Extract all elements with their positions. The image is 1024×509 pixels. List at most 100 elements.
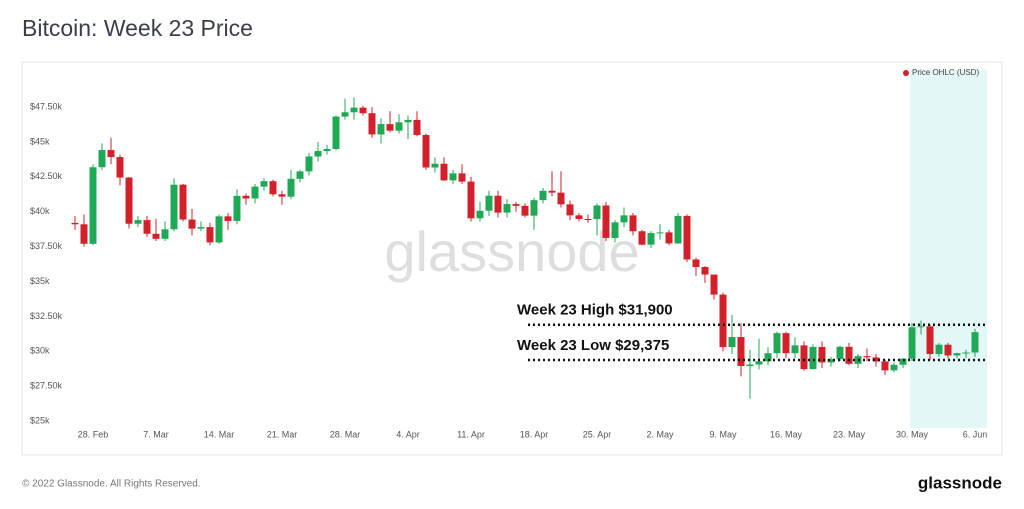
candle-body	[116, 157, 124, 178]
annotation-label: Week 23 High $31,900	[517, 302, 673, 319]
candle-body	[341, 112, 349, 117]
candle-body	[665, 232, 673, 244]
candle-body	[863, 356, 871, 358]
candle-body	[404, 119, 412, 123]
candle-body	[89, 167, 97, 244]
candle-body	[611, 222, 619, 238]
candle-body	[179, 184, 187, 220]
candle-body	[701, 266, 709, 275]
candle-body	[197, 227, 205, 229]
candle-body	[836, 346, 844, 360]
chart-title: Bitcoin: Week 23 Price	[22, 15, 253, 41]
candle-body	[224, 216, 232, 221]
candle-body	[314, 151, 322, 157]
candle-body	[395, 122, 403, 131]
y-tick-label: $40k	[30, 206, 50, 216]
candle-body	[710, 274, 718, 295]
x-tick-label: 28. Feb	[78, 429, 109, 439]
candle-body	[467, 181, 475, 219]
candle-body	[773, 333, 781, 354]
x-tick-label: 7. Mar	[143, 429, 169, 439]
candle-body	[431, 163, 439, 168]
candle-body	[386, 124, 394, 131]
candle-body	[566, 204, 574, 216]
candle-body	[269, 181, 277, 195]
candle-body	[233, 195, 241, 221]
candle-body	[638, 231, 646, 245]
candle-body	[890, 364, 898, 371]
legend-marker	[903, 70, 909, 76]
candle-body	[215, 216, 223, 243]
candle-body	[809, 346, 817, 370]
y-tick-label: $32.50k	[30, 311, 63, 321]
candle-body	[629, 215, 637, 232]
x-tick-label: 30. May	[896, 429, 929, 439]
candle-body	[683, 215, 691, 260]
candle-body	[602, 205, 610, 238]
candle-body	[512, 204, 520, 206]
x-tick-label: 14. Mar	[204, 429, 235, 439]
candle-body	[305, 156, 313, 172]
candle-body	[764, 353, 772, 362]
candle-body	[656, 232, 664, 234]
x-tick-label: 16. May	[770, 429, 803, 439]
candle-body	[926, 326, 934, 355]
y-tick-label: $27.50k	[30, 381, 63, 391]
candle-body	[746, 364, 754, 367]
candle-body	[827, 359, 835, 363]
candle-body	[962, 352, 970, 354]
brand: glassnode	[918, 473, 1002, 492]
candle-body	[107, 150, 115, 158]
candle-body	[539, 190, 547, 201]
candle-body	[422, 134, 430, 168]
candle-body	[449, 173, 457, 181]
legend-label: Price OHLC (USD)	[912, 68, 979, 77]
x-tick-label: 9. May	[709, 429, 737, 439]
candle-body	[818, 346, 826, 363]
candle-body	[125, 177, 133, 224]
y-tick-label: $37.50k	[30, 241, 63, 251]
candle-body	[728, 337, 736, 348]
candle-body	[359, 107, 367, 114]
candle-body	[134, 220, 142, 224]
candle-body	[188, 219, 196, 229]
x-tick-label: 25. Apr	[583, 429, 612, 439]
candle-body	[899, 358, 907, 365]
candle-body	[98, 150, 106, 168]
y-tick-label: $35k	[30, 276, 50, 286]
candle-body	[143, 220, 151, 234]
candle-body	[260, 181, 268, 187]
candle-body	[350, 107, 358, 113]
x-tick-label: 21. Mar	[267, 429, 298, 439]
candle-body	[278, 194, 286, 197]
candle-body	[557, 192, 565, 205]
candle-body	[593, 205, 601, 220]
candle-body	[503, 204, 511, 213]
highlight-band	[910, 70, 987, 428]
y-tick-label: $30k	[30, 346, 50, 356]
y-tick-label: $25k	[30, 415, 50, 425]
candle-body	[170, 184, 178, 230]
footer: © 2022 Glassnode. All Rights Reserved.	[22, 479, 201, 490]
candle-body	[323, 148, 331, 152]
candle-body	[881, 361, 889, 371]
candle-body	[494, 195, 502, 213]
candle-body	[413, 119, 421, 135]
candle-body	[782, 333, 790, 354]
candle-body	[80, 224, 88, 244]
candle-body	[953, 353, 961, 356]
candle-body	[548, 190, 556, 193]
candle-body	[152, 233, 160, 239]
candle-body	[737, 337, 745, 367]
candle-body	[485, 195, 493, 211]
candle-body	[71, 222, 79, 225]
x-tick-label: 28. Mar	[330, 429, 361, 439]
x-tick-label: 18. Apr	[520, 429, 549, 439]
candle-body	[872, 357, 880, 362]
x-tick-label: 11. Apr	[457, 429, 485, 439]
x-tick-label: 23. May	[833, 429, 866, 439]
candle-body	[530, 200, 538, 216]
candle-body	[575, 215, 583, 219]
candle-body	[845, 346, 853, 364]
